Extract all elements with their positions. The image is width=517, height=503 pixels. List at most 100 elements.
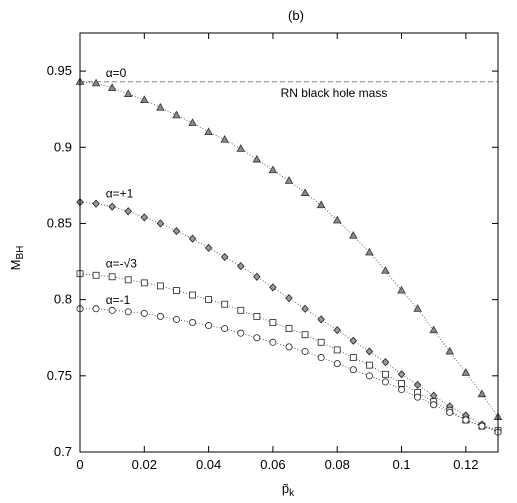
data-point (140, 213, 149, 222)
data-point (477, 389, 487, 398)
data-point (381, 378, 389, 386)
data-point (188, 118, 197, 126)
y-tick-label: 0.75 (47, 368, 72, 383)
series-line (79, 201, 499, 432)
y-axis-label-main: M (8, 260, 23, 271)
data-point (301, 331, 309, 339)
data-point (172, 226, 181, 236)
x-tick-label: 0.02 (132, 457, 157, 472)
data-point (349, 336, 358, 345)
data-point (365, 247, 374, 256)
x-tick-label: 0.04 (196, 457, 221, 472)
data-point (204, 127, 213, 136)
data-point (446, 408, 454, 416)
data-point (269, 338, 277, 346)
data-point (220, 252, 229, 262)
y-tick-label: 0.8 (54, 292, 72, 307)
series-label: α=+1 (106, 187, 134, 201)
data-point (237, 306, 245, 314)
data-point (237, 329, 245, 337)
data-point (332, 215, 342, 224)
y-axis-label: MBH (8, 246, 26, 271)
series-label: α=0 (106, 66, 127, 80)
data-point (397, 370, 406, 379)
x-axis-label-sub: k (289, 488, 295, 499)
data-point (140, 279, 148, 287)
data-point (173, 287, 180, 294)
data-point (333, 360, 341, 368)
data-point (236, 144, 246, 152)
data-point (478, 422, 486, 430)
x-axis-label: p̃k (282, 481, 295, 499)
data-point (172, 110, 181, 119)
data-point (461, 368, 471, 376)
data-point (124, 308, 132, 316)
data-point (365, 347, 374, 356)
series-label: α=-1 (106, 293, 131, 307)
data-point (317, 338, 325, 346)
data-point (301, 347, 309, 355)
data-point (91, 78, 101, 87)
chart-title: (b) (288, 8, 304, 23)
y-tick-label: 0.9 (54, 139, 72, 154)
y-axis-label-sub: BH (15, 246, 26, 260)
data-point (92, 199, 100, 208)
data-point (445, 346, 455, 355)
data-point (269, 283, 277, 292)
data-point (172, 315, 180, 323)
data-point (156, 312, 164, 320)
data-point (398, 386, 406, 394)
data-point (205, 322, 213, 330)
y-tick-label: 0.95 (47, 63, 72, 78)
series-line (79, 81, 499, 418)
data-point (188, 234, 197, 243)
data-point (140, 309, 148, 317)
data-point (269, 319, 277, 326)
data-point (252, 154, 262, 163)
data-point (237, 262, 245, 271)
y-tick-label: 0.85 (47, 215, 72, 230)
data-point (333, 326, 341, 335)
data-point (365, 361, 373, 369)
data-point (124, 207, 132, 216)
data-point (124, 276, 132, 284)
data-point (333, 346, 341, 354)
data-point (108, 202, 116, 211)
data-point (285, 294, 293, 303)
data-point (316, 200, 326, 209)
data-point (349, 354, 357, 361)
data-point (301, 304, 309, 313)
data-point (429, 325, 438, 334)
reference-line-group: RN black hole mass (80, 81, 498, 100)
data-point (253, 334, 261, 342)
data-point (381, 266, 390, 274)
x-axis-label-main: p̃ (282, 481, 289, 496)
x-tick-label: 0.08 (325, 457, 350, 472)
y-tick-label: 0.7 (54, 444, 72, 459)
reference-line-label: RN black hole mass (281, 86, 388, 100)
data-point (268, 165, 278, 174)
data-point (220, 135, 229, 143)
data-point (140, 95, 149, 104)
data-point (92, 305, 100, 313)
data-point (205, 296, 213, 304)
data-point (365, 372, 373, 380)
data-point (430, 401, 438, 409)
data-point (253, 312, 261, 320)
data-point (92, 271, 100, 279)
data-point (382, 370, 389, 378)
series-marks (75, 77, 503, 436)
data-point (285, 343, 293, 351)
data-point (285, 325, 293, 332)
data-point (398, 380, 405, 387)
series-lines (79, 81, 499, 433)
x-tick-label: 0.06 (260, 457, 285, 472)
data-point (414, 393, 422, 401)
data-point (397, 285, 406, 294)
data-point (156, 103, 165, 111)
series-label: α=-√3 (106, 257, 138, 271)
data-point (317, 354, 325, 362)
data-point (253, 272, 261, 281)
data-point (156, 219, 165, 228)
